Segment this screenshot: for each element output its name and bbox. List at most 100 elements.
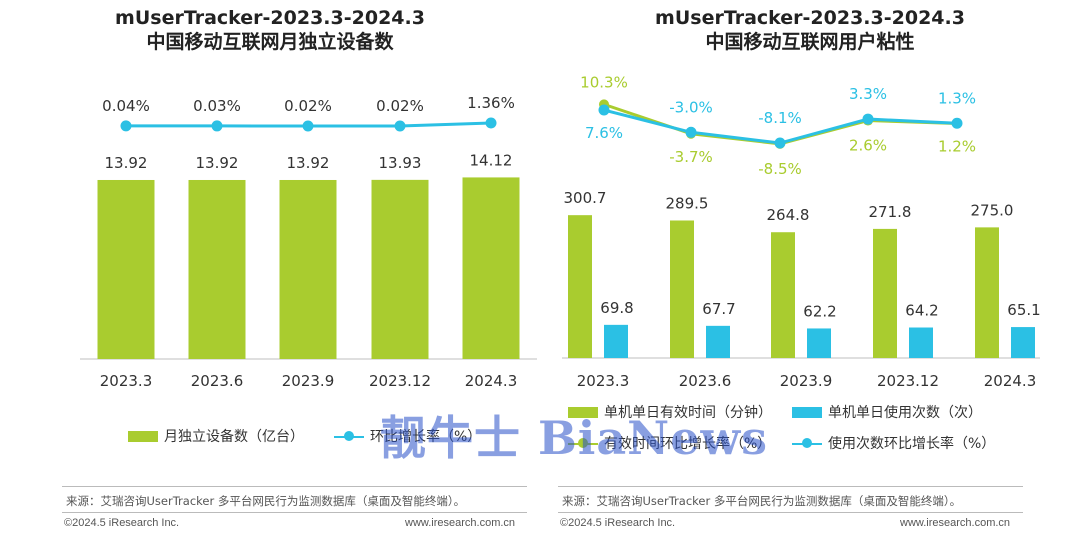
source-note: 来源：艾瑞咨询UserTracker 多平台网民行为监测数据库（桌面及智能终端）… (562, 494, 962, 508)
bar-devices (462, 177, 520, 359)
bar-data-label: 64.2 (905, 302, 938, 320)
legend-item-duration: 单机单日有效时间（分钟） (568, 402, 772, 422)
x-tick-label: 2024.3 (984, 372, 1037, 390)
website-text: www.iresearch.com.cn (900, 517, 1011, 529)
x-tick-label: 2023.3 (100, 372, 153, 390)
bar-frequency (909, 327, 933, 358)
legend-label: 环比增长率（%） (370, 429, 482, 445)
device-chart-legend: 月独立设备数（亿台） 环比增长率（%） (128, 426, 481, 446)
bar-data-label: 13.93 (379, 154, 422, 172)
legend-label: 单机单日有效时间（分钟） (604, 405, 772, 421)
line-point-growth (485, 117, 497, 129)
legend-label: 使用次数环比增长率（%） (828, 436, 996, 452)
bar-duration (873, 228, 897, 358)
line-data-label-duration: 10.3% (580, 73, 628, 91)
bar-devices (371, 179, 429, 359)
legend-label: 单机单日使用次数（次） (828, 405, 982, 421)
bar-frequency (807, 328, 831, 358)
x-tick-label: 2023.6 (191, 372, 244, 390)
legend-bar-swatch (128, 430, 158, 442)
stickiness-chart-plot: 300.7 69.8 2023.3 289.5 67.7 2023.6 264.8 62.2 2… (562, 73, 1041, 390)
bar-data-label: 67.7 (702, 300, 735, 318)
x-tick-label: 2023.9 (780, 372, 833, 390)
chart-title: mUserTracker-2023.3-2024.3 中国移动互联网用户粘性 (540, 6, 1080, 54)
chart-subtitle: 中国移动互联网月独立设备数 (146, 31, 394, 53)
chart-title: mUserTracker-2023.3-2024.3 中国移动互联网月独立设备数 (0, 6, 540, 54)
line-point-growth (211, 120, 223, 132)
bar-data-label: 289.5 (666, 194, 709, 212)
line-point-growth (120, 120, 132, 132)
bar-data-label: 300.7 (564, 189, 607, 207)
legend-label: 有效时间环比增长率（%） (604, 436, 772, 452)
legend-bar-swatch (792, 406, 822, 418)
chart-subtitle: 中国移动互联网用户粘性 (705, 31, 915, 53)
line-point-frequency-growth (685, 126, 697, 138)
line-data-label-duration: 2.6% (849, 137, 887, 155)
copyright-text: ©2024.5 iResearch Inc. (64, 517, 180, 529)
x-tick-label: 2023.3 (577, 372, 630, 390)
legend-bar-swatch (568, 406, 598, 418)
legend-item-devices: 月独立设备数（亿台） (128, 426, 304, 446)
legend-item-frequency: 单机单日使用次数（次） (792, 402, 982, 422)
bar-frequency (706, 325, 730, 358)
line-data-label-duration: -3.7% (669, 148, 713, 166)
bar-duration (975, 227, 999, 358)
bar-duration (771, 232, 795, 358)
line-point-frequency-growth (862, 113, 874, 125)
device-chart-plot: 13.92 2023.3 13.92 2023.6 13.92 2023.9 13.93 20… (80, 94, 537, 390)
line-data-label: 0.03% (193, 97, 241, 115)
x-tick-label: 2023.12 (369, 372, 431, 390)
bar-data-label: 13.92 (196, 154, 239, 172)
line-point-growth (394, 120, 406, 132)
line-data-label-frequency: 3.3% (849, 85, 887, 103)
chart-title-line1: mUserTracker-2023.3-2024.3 (115, 7, 425, 29)
line-data-label-frequency: -8.1% (758, 109, 802, 127)
line-data-label: 0.02% (284, 97, 332, 115)
bar-data-label: 275.0 (971, 201, 1014, 219)
bar-data-label: 65.1 (1007, 301, 1040, 319)
line-data-label-frequency: 7.6% (585, 124, 623, 142)
line-data-label: 0.02% (376, 97, 424, 115)
x-tick-label: 2023.6 (679, 372, 732, 390)
bar-data-label: 13.92 (105, 154, 148, 172)
line-point-growth (302, 120, 314, 132)
legend-item-duration-growth: 有效时间环比增长率（%） (568, 433, 771, 453)
footer-divider (62, 486, 527, 487)
x-tick-label: 2024.3 (465, 372, 518, 390)
x-tick-label: 2023.12 (877, 372, 939, 390)
bar-data-label: 271.8 (869, 203, 912, 221)
bar-devices (279, 179, 337, 359)
legend-line-swatch (568, 437, 598, 449)
chart-title-line1: mUserTracker-2023.3-2024.3 (655, 7, 965, 29)
stickiness-chart-legend: 单机单日有效时间（分钟） 单机单日使用次数（次） 有效时间环比增长率（%） 使用… (540, 0, 1080, 545)
bar-duration (670, 220, 694, 358)
bar-frequency (1011, 327, 1035, 358)
bar-devices (188, 179, 246, 359)
line-data-label-frequency: 1.3% (938, 89, 976, 107)
line-point-frequency-growth (951, 117, 963, 129)
copyright-text: ©2024.5 iResearch Inc. (560, 517, 676, 529)
stickiness-chart-panel: mUserTracker-2023.3-2024.3 中国移动互联网用户粘性 3… (540, 0, 1080, 545)
bar-data-label: 264.8 (767, 206, 810, 224)
footer-divider (558, 512, 1023, 513)
device-chart-panel: mUserTracker-2023.3-2024.3 中国移动互联网月独立设备数… (0, 6, 540, 529)
watermark-logo: 靓牛士 BiaNews (380, 411, 768, 465)
footer-divider (558, 486, 1023, 487)
bar-data-label: 69.8 (600, 299, 633, 317)
line-data-label-frequency: -3.0% (669, 98, 713, 116)
x-tick-label: 2023.9 (282, 372, 335, 390)
bar-data-label: 14.12 (470, 151, 513, 169)
source-note: 来源：艾瑞咨询UserTracker 多平台网民行为监测数据库（桌面及智能终端）… (66, 494, 466, 508)
footer-divider (62, 512, 527, 513)
bar-data-label: 13.92 (287, 154, 330, 172)
legend-label: 月独立设备数（亿台） (164, 429, 304, 445)
legend-item-growth: 环比增长率（%） (334, 426, 481, 446)
line-data-label-duration: -8.5% (758, 160, 802, 178)
bar-devices (97, 179, 155, 359)
line-point-frequency-growth (598, 104, 610, 116)
website-text: www.iresearch.com.cn (405, 517, 516, 529)
line-data-label: 0.04% (102, 97, 150, 115)
legend-item-frequency-growth: 使用次数环比增长率（%） (792, 433, 995, 453)
bar-data-label: 62.2 (803, 302, 836, 320)
legend-line-swatch (334, 430, 364, 442)
